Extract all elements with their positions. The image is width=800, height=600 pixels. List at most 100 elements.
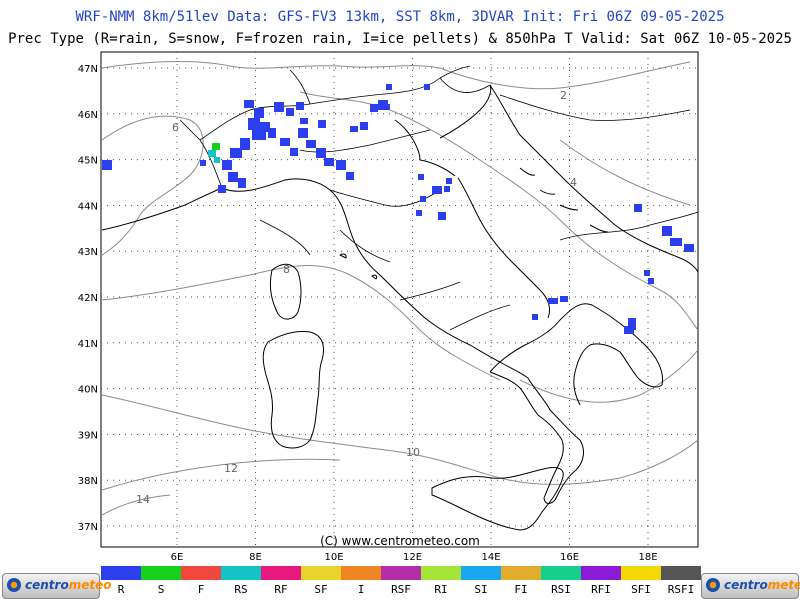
coastlines bbox=[101, 84, 699, 531]
legend-label-si: SI bbox=[474, 583, 488, 596]
rain-cell bbox=[318, 120, 326, 128]
rain-cell bbox=[532, 314, 538, 320]
rain-cell bbox=[222, 160, 232, 170]
legend-label-f: F bbox=[197, 583, 205, 596]
legend-swatch-fi bbox=[501, 566, 541, 580]
legend-label-sfi: SFI bbox=[631, 583, 651, 596]
longitude-label: 18E bbox=[638, 552, 657, 563]
rain-cell bbox=[420, 196, 426, 202]
map-frame bbox=[100, 51, 699, 548]
longitude-label: 12E bbox=[403, 552, 422, 563]
rain-cell bbox=[416, 210, 422, 216]
rain-cell bbox=[670, 238, 682, 246]
legend-label-rsi: RSI bbox=[551, 583, 571, 596]
legend-swatch-rsi bbox=[541, 566, 581, 580]
legend-swatch-si bbox=[461, 566, 501, 580]
contour-label-6: 6 bbox=[172, 121, 179, 134]
rain-cell bbox=[228, 172, 238, 182]
longitude-label: 8E bbox=[249, 552, 262, 563]
centrometeo-logo-right: centrometeo bbox=[701, 573, 800, 599]
rain-cell bbox=[300, 118, 308, 124]
rain-cell bbox=[634, 204, 642, 212]
longitude-labels: 6E 8E 10E 12E 14E 16E 18E bbox=[171, 552, 658, 563]
rain-cell bbox=[432, 186, 442, 194]
legend-swatch-i bbox=[341, 566, 381, 580]
precipitation-mixed-cells bbox=[208, 143, 220, 163]
longitude-label: 16E bbox=[560, 552, 579, 563]
legend-swatch-sf bbox=[301, 566, 341, 580]
legend-swatch-rf bbox=[261, 566, 301, 580]
legend-label-fi: FI bbox=[514, 583, 528, 596]
longitude-label: 6E bbox=[171, 552, 184, 563]
latitude-label: 44N bbox=[78, 201, 98, 212]
rain-cell bbox=[200, 160, 206, 166]
rain-cell bbox=[424, 84, 430, 90]
snow-cell bbox=[212, 143, 220, 150]
legend-label-i: I bbox=[357, 583, 365, 596]
rain-cell bbox=[248, 118, 260, 130]
contour-labels: 2 4 6 8 10 12 14 bbox=[136, 89, 577, 506]
rain-cell bbox=[324, 158, 334, 166]
rain-cell bbox=[254, 108, 264, 118]
precipitation-rain-cells bbox=[102, 84, 694, 334]
latitude-label: 38N bbox=[78, 476, 98, 487]
rain-cell bbox=[684, 244, 694, 252]
legend-swatch-ri bbox=[421, 566, 461, 580]
latitude-label: 46N bbox=[78, 110, 98, 121]
rain-cell bbox=[280, 138, 290, 146]
legend-label-sf: SF bbox=[314, 583, 328, 596]
rain-cell bbox=[384, 104, 390, 110]
contour-label-4: 4 bbox=[570, 176, 577, 189]
rain-cell bbox=[548, 298, 558, 304]
latitude-label: 39N bbox=[78, 430, 98, 441]
rain-cell bbox=[316, 148, 326, 158]
rain-cell bbox=[286, 108, 294, 116]
rain-cell bbox=[244, 100, 254, 108]
legend-label-s: S bbox=[157, 583, 165, 596]
legend-swatch-r bbox=[101, 566, 141, 580]
rain-cell bbox=[648, 278, 654, 284]
rain-cell bbox=[438, 212, 446, 220]
contour-label-10: 10 bbox=[406, 446, 420, 459]
rain-snow-cell bbox=[214, 157, 220, 163]
latitude-label: 45N bbox=[78, 156, 98, 167]
rain-cell bbox=[446, 178, 452, 184]
rain-cell bbox=[560, 296, 568, 302]
rain-cell bbox=[268, 128, 276, 138]
copyright-text: (C) www.centrometeo.com bbox=[320, 534, 480, 548]
header-title-model: WRF-NMM 8km/51lev Data: GFS-FV3 13km, SS… bbox=[75, 9, 725, 25]
rain-cell bbox=[218, 185, 226, 193]
legend-label-r: R bbox=[117, 583, 125, 596]
legend-swatch-rs bbox=[221, 566, 261, 580]
rain-cell bbox=[444, 186, 450, 192]
rain-cell bbox=[336, 160, 346, 170]
contour-label-14: 14 bbox=[136, 493, 150, 506]
legend-swatch-sfi bbox=[621, 566, 661, 580]
contour-label-8: 8 bbox=[283, 263, 290, 276]
rain-cell bbox=[644, 270, 650, 276]
legend-swatch-s bbox=[141, 566, 181, 580]
header-title-variable: Prec Type (R=rain, S=snow, F=frozen rain… bbox=[8, 31, 792, 47]
rain-cell bbox=[360, 122, 368, 130]
latitude-label: 42N bbox=[78, 293, 98, 304]
legend-swatch-rsf bbox=[381, 566, 421, 580]
legend-label-rsfi: RSFI bbox=[667, 583, 695, 596]
rain-cell bbox=[628, 318, 636, 330]
rain-cell bbox=[230, 148, 242, 158]
longitude-label: 10E bbox=[324, 552, 343, 563]
latitude-labels: 47N 46N 45N 44N 43N 42N 41N 40N 39N 38N 37N bbox=[78, 64, 98, 533]
rain-cell bbox=[624, 326, 634, 334]
legend-label-rsf: RSF bbox=[391, 583, 411, 596]
legend-swatch-f bbox=[181, 566, 221, 580]
rain-cell bbox=[238, 178, 246, 188]
contour-label-2: 2 bbox=[560, 89, 567, 102]
rain-cell bbox=[378, 100, 388, 110]
legend-label-rs: RS bbox=[234, 583, 248, 596]
latitude-label: 41N bbox=[78, 339, 98, 350]
rain-cell bbox=[260, 122, 270, 132]
logo-icon bbox=[706, 578, 720, 592]
centrometeo-logo-left: centrometeo bbox=[2, 573, 111, 599]
latitude-label: 47N bbox=[78, 64, 98, 75]
legend-label-rf: RF bbox=[274, 583, 288, 596]
